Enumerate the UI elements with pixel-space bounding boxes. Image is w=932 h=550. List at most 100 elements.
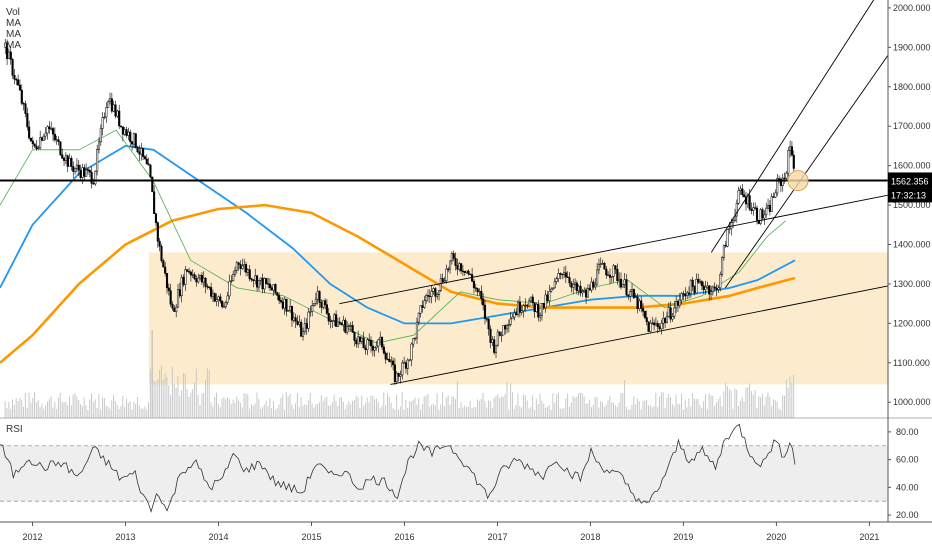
volume-bar <box>565 398 567 418</box>
candle-body <box>39 137 42 149</box>
candle-body <box>290 305 294 321</box>
candle-body <box>494 344 498 353</box>
candle-body <box>653 322 656 326</box>
candle-body <box>176 289 180 308</box>
volume-bar <box>517 393 519 418</box>
volume-bar <box>695 399 697 418</box>
candle-body <box>423 300 426 308</box>
candle-body <box>259 277 262 281</box>
candle-body <box>636 296 639 310</box>
candle-body <box>26 113 29 128</box>
volume-bar <box>445 397 447 418</box>
candle-body <box>469 273 472 275</box>
candle-body <box>136 146 139 153</box>
candle-body <box>759 209 762 224</box>
candle-body <box>165 273 169 289</box>
volume-bar <box>4 401 6 418</box>
volume-bar <box>671 403 673 418</box>
candle-body <box>397 372 400 377</box>
volume-bar <box>57 397 59 418</box>
candle-body <box>630 289 634 292</box>
volume-bar <box>607 400 609 418</box>
candle-body <box>642 308 645 312</box>
candle-body <box>500 334 503 337</box>
volume-bar <box>258 398 260 418</box>
volume-bar <box>405 399 407 418</box>
volume-bar <box>182 372 184 418</box>
candle-body <box>33 143 36 147</box>
volume-bar <box>787 387 789 418</box>
volume-bar <box>793 375 795 418</box>
volume-bar <box>278 404 280 418</box>
volume-bar <box>311 403 313 418</box>
volume-bar <box>160 365 162 418</box>
candle-body <box>634 296 637 299</box>
volume-bar <box>46 401 48 418</box>
candle-body <box>312 303 316 306</box>
volume-bar <box>611 402 613 418</box>
candle-body <box>219 296 222 302</box>
volume-bar <box>74 393 76 418</box>
volume-bar <box>502 397 504 418</box>
legend-label: MA <box>6 40 21 51</box>
volume-bar <box>135 403 137 418</box>
volume-bar <box>526 400 528 418</box>
volume-bar <box>436 393 438 418</box>
volume-bar <box>471 408 473 418</box>
volume-bar <box>271 408 273 418</box>
candle-body <box>627 294 630 297</box>
candle-body <box>167 287 170 291</box>
candle-body <box>48 126 51 130</box>
volume-bar <box>120 405 122 418</box>
volume-bar <box>545 407 547 418</box>
candle-body <box>338 321 341 324</box>
candle-body <box>199 275 202 279</box>
candle-body <box>243 264 246 267</box>
highlight-circle <box>787 170 809 192</box>
volume-bar <box>41 403 43 418</box>
price-tick-label: 1800.000 <box>893 82 931 92</box>
candle-body <box>770 196 773 212</box>
candle-body <box>535 304 538 312</box>
candle-body <box>408 359 411 361</box>
candle-body <box>90 171 93 184</box>
candle-body <box>559 273 562 275</box>
volume-bar <box>103 398 105 418</box>
time-tick-label: 2015 <box>301 532 321 542</box>
volume-bar <box>620 393 622 418</box>
candle-body <box>377 339 380 347</box>
candle-body <box>616 269 619 281</box>
volume-bar <box>443 406 445 418</box>
candle-body <box>607 274 610 277</box>
candle-body <box>101 117 104 129</box>
volume-bar <box>124 407 126 418</box>
candle-body <box>612 265 615 277</box>
volume-bar <box>164 373 166 418</box>
candle-body <box>537 304 540 318</box>
volume-bar <box>646 400 648 418</box>
candle-body <box>572 284 575 288</box>
candle-body <box>579 285 582 294</box>
volume-bar <box>728 388 730 418</box>
volume-bar <box>738 406 740 418</box>
volume-bar <box>513 408 515 418</box>
candle-body <box>316 291 319 300</box>
volume-bar <box>752 394 754 418</box>
volume-bar <box>447 395 449 418</box>
candle-body <box>434 288 437 297</box>
volume-bar <box>675 394 677 418</box>
candle-body <box>138 151 141 155</box>
rsi-label: RSI <box>6 424 23 435</box>
candle-body <box>11 59 14 76</box>
volume-bar <box>510 383 512 418</box>
volume-bar <box>203 392 205 418</box>
volume-bar <box>414 397 416 418</box>
volume-bar <box>346 404 348 418</box>
volume-bar <box>359 408 361 418</box>
candle-body <box>629 291 632 297</box>
volume-bar <box>17 401 19 418</box>
candle-body <box>188 271 191 273</box>
volume-bar <box>67 405 69 418</box>
volume-bar <box>219 407 221 418</box>
volume-bar <box>488 400 490 418</box>
